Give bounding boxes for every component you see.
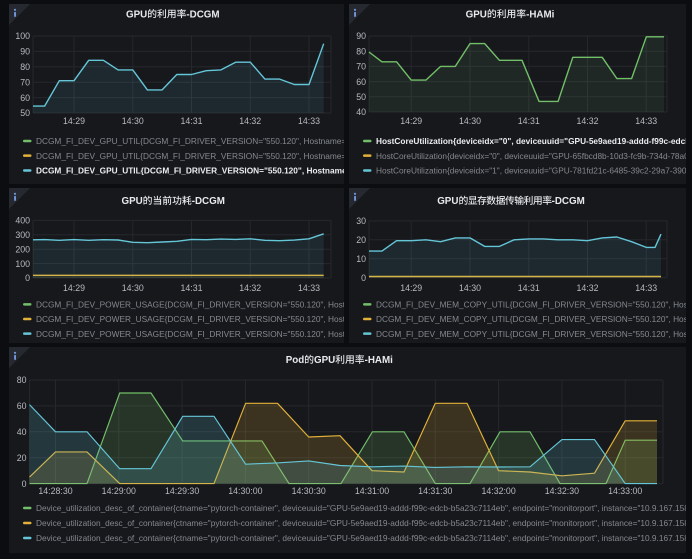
svg-text:30: 30 — [356, 216, 366, 226]
svg-text:DCGM_FI_DEV_MEM_COPY_UTIL{DCGM: DCGM_FI_DEV_MEM_COPY_UTIL{DCGM_FI_DRIVER… — [376, 300, 686, 310]
svg-text:DCGM_FI_DEV_POWER_USAGE{DCGM_F: DCGM_FI_DEV_POWER_USAGE{DCGM_FI_DRIVER_V… — [36, 300, 344, 310]
svg-text:14:31: 14:31 — [518, 116, 540, 126]
svg-text:100: 100 — [15, 259, 30, 269]
svg-text:Pod: Pod — [286, 355, 305, 366]
svg-text:GPU: GPU — [314, 355, 335, 366]
svg-text:70: 70 — [20, 77, 30, 87]
svg-text:90: 90 — [20, 47, 30, 57]
svg-text:14:32: 14:32 — [239, 283, 261, 293]
svg-text:14:30: 14:30 — [122, 116, 144, 126]
svg-text:300: 300 — [15, 230, 30, 240]
svg-text:14:29:30: 14:29:30 — [165, 486, 199, 496]
svg-text:14:31: 14:31 — [180, 116, 202, 126]
svg-text:Device_utilization_desc_of_con: Device_utilization_desc_of_container{ctn… — [36, 518, 686, 528]
svg-text:14:31: 14:31 — [518, 283, 540, 293]
svg-text:-HAMi: -HAMi — [365, 355, 394, 366]
svg-text:14:28:30: 14:28:30 — [38, 486, 72, 496]
svg-text:50: 50 — [20, 108, 30, 118]
svg-text:DCGM_FI_DEV_GPU_UTIL{DCGM_FI_D: DCGM_FI_DEV_GPU_UTIL{DCGM_FI_DRIVER_VERS… — [36, 136, 344, 146]
svg-text:0: 0 — [361, 273, 366, 283]
svg-text:10: 10 — [356, 254, 366, 264]
svg-text:-DCGM: -DCGM — [186, 9, 219, 20]
svg-text:GPU: GPU — [466, 9, 487, 20]
svg-text:GPU: GPU — [122, 196, 143, 207]
svg-text:100: 100 — [15, 31, 30, 41]
svg-text:40: 40 — [356, 107, 366, 117]
svg-text:HostCoreUtilization{deviceidx=: HostCoreUtilization{deviceidx="1", devic… — [376, 166, 686, 176]
svg-text:60: 60 — [20, 93, 30, 103]
svg-text:20: 20 — [356, 235, 366, 245]
svg-text:0: 0 — [25, 273, 30, 283]
svg-text:400: 400 — [15, 216, 30, 226]
svg-text:-DCGM: -DCGM — [192, 196, 225, 207]
svg-text:Device_utilization_desc_of_con: Device_utilization_desc_of_container{ctn… — [36, 503, 686, 513]
svg-text:14:29: 14:29 — [400, 283, 422, 293]
svg-text:20: 20 — [17, 453, 27, 463]
svg-text:14:32: 14:32 — [576, 116, 598, 126]
svg-text:14:33:00: 14:33:00 — [608, 486, 642, 496]
svg-text:40: 40 — [17, 427, 27, 437]
svg-text:50: 50 — [356, 92, 366, 102]
svg-text:-HAMi: -HAMi — [526, 9, 555, 20]
svg-text:14:30: 14:30 — [459, 283, 481, 293]
svg-text:60: 60 — [17, 401, 27, 411]
svg-text:14:32: 14:32 — [576, 283, 598, 293]
svg-text:14:31: 14:31 — [180, 283, 202, 293]
svg-text:90: 90 — [356, 31, 366, 41]
svg-text:0: 0 — [22, 479, 27, 489]
svg-text:14:29:00: 14:29:00 — [102, 486, 136, 496]
svg-text:-DCGM: -DCGM — [552, 196, 585, 207]
svg-text:14:31:00: 14:31:00 — [355, 486, 389, 496]
svg-text:80: 80 — [356, 46, 366, 56]
svg-text:14:33: 14:33 — [635, 283, 657, 293]
svg-text:14:33: 14:33 — [635, 116, 657, 126]
svg-text:14:29: 14:29 — [400, 116, 422, 126]
svg-text:80: 80 — [20, 62, 30, 72]
svg-text:14:30:00: 14:30:00 — [228, 486, 262, 496]
svg-text:14:32:30: 14:32:30 — [545, 486, 579, 496]
svg-text:DCGM_FI_DEV_GPU_UTIL{DCGM_FI_D: DCGM_FI_DEV_GPU_UTIL{DCGM_FI_DRIVER_VERS… — [36, 166, 344, 176]
svg-text:14:30: 14:30 — [122, 283, 144, 293]
svg-text:14:30: 14:30 — [459, 116, 481, 126]
svg-text:200: 200 — [15, 244, 30, 254]
svg-text:DCGM_FI_DEV_POWER_USAGE{DCGM_F: DCGM_FI_DEV_POWER_USAGE{DCGM_FI_DRIVER_V… — [36, 329, 344, 339]
svg-text:DCGM_FI_DEV_MEM_COPY_UTIL{DCGM: DCGM_FI_DEV_MEM_COPY_UTIL{DCGM_FI_DRIVER… — [376, 314, 686, 324]
svg-text:14:33: 14:33 — [298, 116, 320, 126]
svg-text:14:32: 14:32 — [239, 116, 261, 126]
svg-text:Device_utilization_desc_of_con: Device_utilization_desc_of_container{ctn… — [36, 533, 686, 543]
svg-text:GPU: GPU — [437, 196, 458, 207]
svg-text:DCGM_FI_DEV_GPU_UTIL{DCGM_FI_D: DCGM_FI_DEV_GPU_UTIL{DCGM_FI_DRIVER_VERS… — [36, 151, 344, 161]
svg-text:DCGM_FI_DEV_MEM_COPY_UTIL{DCGM: DCGM_FI_DEV_MEM_COPY_UTIL{DCGM_FI_DRIVER… — [376, 329, 686, 339]
svg-text:60: 60 — [356, 77, 366, 87]
svg-text:HostCoreUtilization{deviceidx=: HostCoreUtilization{deviceidx="0", devic… — [376, 151, 686, 161]
svg-text:DCGM_FI_DEV_POWER_USAGE{DCGM_F: DCGM_FI_DEV_POWER_USAGE{DCGM_FI_DRIVER_V… — [36, 314, 344, 324]
svg-text:14:31:30: 14:31:30 — [418, 486, 452, 496]
svg-text:14:32:00: 14:32:00 — [481, 486, 515, 496]
svg-text:HostCoreUtilization{deviceidx=: HostCoreUtilization{deviceidx="0", devic… — [376, 136, 686, 146]
svg-text:80: 80 — [17, 375, 27, 385]
svg-text:14:29: 14:29 — [63, 116, 85, 126]
svg-text:GPU: GPU — [126, 9, 147, 20]
svg-text:14:30:30: 14:30:30 — [292, 486, 326, 496]
svg-text:14:33: 14:33 — [298, 283, 320, 293]
svg-text:14:29: 14:29 — [63, 283, 85, 293]
svg-text:70: 70 — [356, 62, 366, 72]
